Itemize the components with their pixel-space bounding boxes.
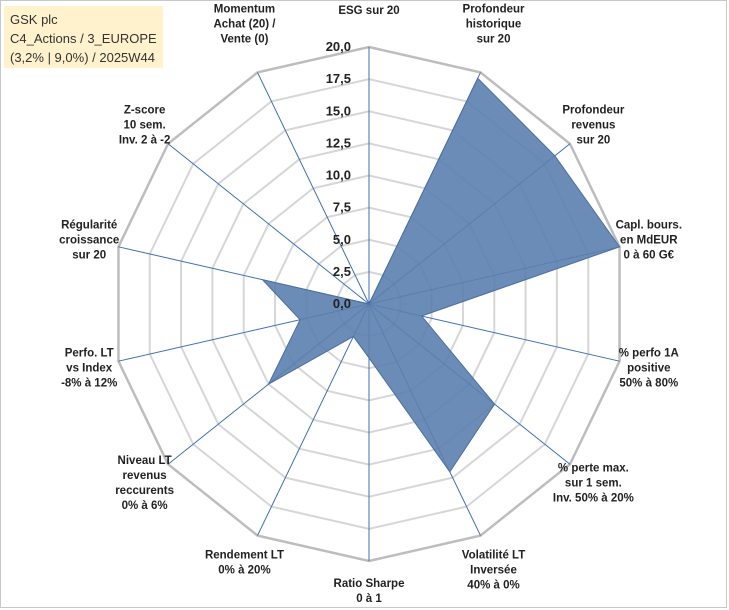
axis-spoke xyxy=(257,72,370,305)
axis-label: Vente (0) xyxy=(221,33,269,45)
radar-series xyxy=(261,77,621,473)
info-box: GSK plc C4_Actions / 3_EUROPE (3,2% | 9,… xyxy=(4,6,163,68)
axis-label: 0 à 60 G€ xyxy=(624,250,675,262)
axis-label: Ratio Sharpe xyxy=(334,578,405,590)
radar-tick-labels: 0,0 2,5 5,0 7,5 10,0 12,5 15,0 17,5 20,0 xyxy=(326,39,351,311)
axis-label: -8% à 12% xyxy=(61,377,117,389)
axis-label: Momentum xyxy=(214,3,275,15)
axis-label: sur 20 xyxy=(477,33,511,45)
tick-label: 7,5 xyxy=(333,200,351,215)
axis-label: Z-score xyxy=(124,105,166,117)
axis-label: sur 1 sem. xyxy=(565,477,622,489)
axis-label: sur 20 xyxy=(576,135,610,147)
tick-label: 20,0 xyxy=(326,39,351,54)
axis-label: 0% à 6% xyxy=(122,500,168,512)
tick-label: 12,5 xyxy=(326,135,351,150)
axis-label: vs Index xyxy=(66,362,113,374)
axis-label: 10 sem. xyxy=(124,120,166,132)
axis-label: Achat (20) / xyxy=(213,18,276,30)
info-company: GSK plc xyxy=(10,12,58,27)
axis-label: Capl. bours. xyxy=(616,220,682,232)
axis-label: historique xyxy=(466,18,522,30)
axis-label: revenus xyxy=(571,120,615,132)
axis-label: 40% à 0% xyxy=(467,580,519,592)
axis-label: Niveau LT xyxy=(118,455,172,467)
tick-label: 17,5 xyxy=(326,71,351,86)
tick-label: 0,0 xyxy=(333,296,351,311)
info-category: C4_Actions / 3_EUROPE xyxy=(10,31,157,46)
axis-label: 0% à 20% xyxy=(218,565,270,577)
axis-label: % perfo 1A xyxy=(619,347,679,359)
axis-label: sur 20 xyxy=(72,250,106,262)
axis-label: revenus xyxy=(123,470,167,482)
axis-label: positive xyxy=(627,362,670,374)
series-area xyxy=(261,77,621,473)
axis-label: reccurents xyxy=(115,485,174,497)
tick-label: 10,0 xyxy=(326,168,351,183)
tick-label: 15,0 xyxy=(326,103,351,118)
tick-label: 2,5 xyxy=(333,264,351,279)
axis-label: croissance xyxy=(59,235,119,247)
tick-label: 5,0 xyxy=(333,232,351,247)
axis-spoke xyxy=(257,303,370,536)
axis-label: Perfo. LT xyxy=(65,347,114,359)
axis-label: 50% à 80% xyxy=(619,377,678,389)
axis-label: % perte max. xyxy=(558,462,629,474)
axis-label: Profondeur xyxy=(562,105,624,117)
axis-label: Régularité xyxy=(61,220,117,232)
axis-label: Note xyxy=(356,0,382,2)
axis-label: Rendement LT xyxy=(205,550,284,562)
info-period: (3,2% | 9,0%) / 2025W44 xyxy=(10,50,156,65)
axis-spoke xyxy=(167,143,370,305)
axis-label: 0 à 1 xyxy=(356,593,382,605)
axis-label: Volatilité LT xyxy=(462,550,525,562)
axis-label: Inversée xyxy=(470,565,517,577)
axis-label: ESG sur 20 xyxy=(338,5,399,17)
axis-label: en MdEUR xyxy=(620,235,678,247)
axis-label: Profondeur xyxy=(463,3,525,15)
axis-label: Inv. 50% à 20% xyxy=(553,492,634,504)
radar-axis-labels: Note ESG sur 20 Profondeur historique sur 20… xyxy=(59,0,682,605)
axis-label: Inv. 2 à -2 xyxy=(119,135,171,147)
